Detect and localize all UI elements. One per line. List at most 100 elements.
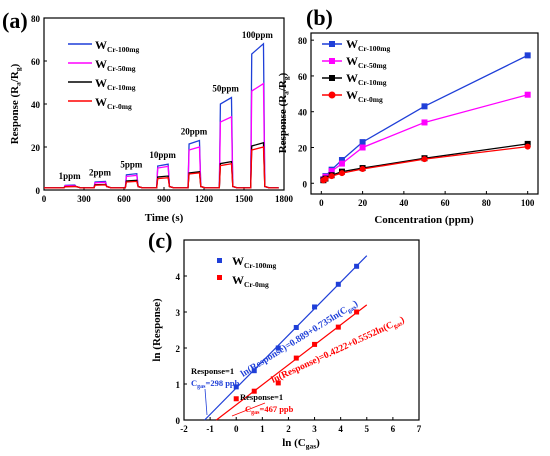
legend-c-marker-0 bbox=[217, 258, 222, 263]
panel-c-ytick-label-2: 2 bbox=[176, 344, 181, 354]
panel-b-point-Cr-0mg-6 bbox=[524, 143, 531, 150]
panel-a-ytick-label-4: 80 bbox=[31, 14, 41, 24]
panel-c-xtick-label-9: 7 bbox=[417, 424, 422, 434]
panel-a-xtick-label-6: 1800 bbox=[275, 194, 294, 204]
panel-c-xlabel: ln (Cgas) bbox=[282, 437, 320, 451]
legend-a-text-1: WCr-50mg bbox=[95, 57, 136, 73]
panel-c-xtick-label-2: 0 bbox=[234, 424, 239, 434]
panel-a-conc-label-4: 20ppm bbox=[181, 127, 208, 137]
panel-b-point-Cr-100mg-5 bbox=[421, 103, 428, 110]
legend-b-marker-1 bbox=[329, 58, 335, 64]
panel-a-concentration-labels: 1ppm 2ppm 5ppm 10ppm 20ppm 50ppm 100ppm bbox=[59, 30, 274, 181]
panel-a-label: (a) bbox=[2, 8, 28, 33]
panel-c-fit-Cr-100mg bbox=[204, 255, 368, 421]
panel-c-xtick-label-7: 5 bbox=[365, 424, 370, 434]
panel-c-point-Cr-100mg-1 bbox=[251, 368, 257, 374]
panel-c-label: (c) bbox=[148, 228, 172, 253]
panel-a-xtick-label-2: 600 bbox=[117, 194, 131, 204]
panel-c-point-Cr-100mg-6 bbox=[354, 263, 360, 269]
panel-b-ytick-label-1: 20 bbox=[298, 143, 308, 153]
panel-c-xtick-label-8: 6 bbox=[391, 424, 396, 434]
panel-c-arrow-0mg bbox=[231, 402, 266, 417]
panel-c-note-0mg-line1: Response=1 bbox=[240, 392, 283, 402]
panel-b-point-Cr-50mg-3 bbox=[338, 160, 345, 167]
panel-a-conc-label-3: 10ppm bbox=[149, 150, 176, 160]
panel-c-point-Cr-0mg-6 bbox=[354, 309, 360, 315]
panel-b-point-Cr-100mg-4 bbox=[359, 139, 366, 146]
panel-c-note-0mg-line2: Cgas=467 ppb bbox=[245, 404, 294, 416]
panel-c-xtick-label-1: -1 bbox=[206, 424, 214, 434]
legend-b-marker-3 bbox=[328, 91, 336, 99]
panel-b-series bbox=[320, 52, 531, 184]
panel-b-point-Cr-0mg-3 bbox=[338, 170, 345, 177]
panel-c-series bbox=[233, 263, 360, 402]
panel-b-point-Cr-50mg-4 bbox=[359, 144, 366, 151]
panel-b-ytick-label-3: 60 bbox=[298, 72, 308, 82]
legend-a-text-0: WCr-100mg bbox=[95, 38, 139, 54]
panel-a-conc-label-2: 5ppm bbox=[120, 160, 143, 170]
legend-b-marker-0 bbox=[329, 41, 335, 47]
legend-c-marker-1 bbox=[217, 275, 222, 280]
panel-b-point-Cr-0mg-1 bbox=[322, 175, 329, 182]
legend-b-text-1: WCr-50mg bbox=[346, 54, 387, 70]
panel-b-xtick-label-2: 40 bbox=[399, 198, 409, 208]
panel-b-point-Cr-100mg-3 bbox=[338, 157, 345, 164]
legend-b-text-2: WCr-10mg bbox=[346, 71, 387, 87]
panel-a-conc-label-6: 100ppm bbox=[242, 30, 274, 40]
panel-b-xtick-label-4: 80 bbox=[482, 198, 492, 208]
panel-a-ytick-label-3: 60 bbox=[31, 57, 41, 67]
panel-b-xtick-label-0: 0 bbox=[319, 198, 324, 208]
panel-c-point-Cr-0mg-0 bbox=[233, 396, 239, 402]
legend-b-marker-2 bbox=[329, 75, 335, 81]
panel-a-trace-Cr-0mg bbox=[44, 146, 279, 189]
panel-a-ticks: 0 300 600 900 1200 1500 1800 0 20 40 60 80 bbox=[31, 14, 294, 204]
panel-b-xtick-label-3: 60 bbox=[441, 198, 451, 208]
legend-a-text-2: WCr-10mg bbox=[95, 76, 136, 92]
panel-b-ytick-label-2: 40 bbox=[298, 108, 308, 118]
panel-b: (b) 0 20 40 60 80 100 0 20 40 60 80 WCr-100mg WCr-… bbox=[277, 5, 539, 226]
panel-a-xtick-label-5: 1500 bbox=[235, 194, 254, 204]
panel-c-point-Cr-0mg-3 bbox=[293, 355, 299, 361]
panel-a-xlabel: Time (s) bbox=[145, 212, 184, 224]
panel-c-xtick-label-5: 3 bbox=[312, 424, 317, 434]
panel-c-ytick-label-0: 0 bbox=[176, 416, 181, 426]
panel-b-xlabel: Concentration (ppm) bbox=[374, 214, 474, 226]
panel-c-xtick-label-6: 4 bbox=[338, 424, 343, 434]
legend-b-text-0: WCr-100mg bbox=[346, 37, 390, 53]
panel-c-point-Cr-100mg-5 bbox=[335, 281, 341, 287]
legend-b-text-3: WCr-0mg bbox=[346, 88, 383, 104]
legend-a-text-3: WCr-0mg bbox=[95, 95, 132, 111]
panel-a-series bbox=[44, 42, 279, 189]
panel-b-point-Cr-100mg-6 bbox=[524, 52, 531, 59]
panel-c-ytick-label-4: 4 bbox=[176, 272, 181, 282]
panel-b-frame bbox=[310, 32, 539, 195]
panel-c-point-Cr-0mg-1 bbox=[251, 388, 257, 394]
panel-c-ticks: -2 -1 0 1 2 3 4 5 6 7 0 1 2 3 4 bbox=[176, 272, 422, 434]
panel-b-ticks: 0 20 40 60 80 100 0 20 40 60 80 bbox=[298, 36, 535, 208]
legend-c-text-1: WCr-0mg bbox=[232, 273, 269, 289]
panel-a-ytick-label-2: 40 bbox=[31, 100, 41, 110]
panel-a-legend: WCr-100mg WCr-50mg WCr-10mg WCr-0mg bbox=[68, 38, 139, 111]
panel-c-point-Cr-100mg-4 bbox=[312, 304, 318, 310]
panel-c-note-100mg-line2: Cgas=298 ppb bbox=[191, 378, 240, 390]
panel-b-legend: WCr-100mg WCr-50mg WCr-10mg WCr-0mg bbox=[322, 37, 390, 104]
panel-c-point-Cr-0mg-2 bbox=[275, 380, 281, 386]
panel-c-xtick-label-3: 1 bbox=[260, 424, 265, 434]
panel-c-ytick-label-1: 1 bbox=[176, 380, 181, 390]
panel-c-legend: WCr-100mg WCr-0mg bbox=[217, 254, 276, 289]
panel-a-ytick-label-0: 0 bbox=[36, 186, 41, 196]
panel-a-xtick-label-0: 0 bbox=[42, 194, 47, 204]
panel-c-point-Cr-0mg-4 bbox=[312, 341, 318, 347]
panel-b-point-Cr-50mg-5 bbox=[421, 119, 428, 126]
panel-b-point-Cr-50mg-6 bbox=[524, 91, 531, 98]
panel-b-xtick-label-5: 100 bbox=[521, 198, 535, 208]
panel-a-xtick-label-4: 1200 bbox=[195, 194, 214, 204]
panel-c-xtick-label-0: -2 bbox=[180, 424, 188, 434]
panel-b-line-Cr-0mg bbox=[323, 145, 528, 181]
panel-a-ylabel: Response (Ra/Rg) bbox=[9, 63, 23, 144]
panel-c-point-Cr-0mg-5 bbox=[335, 324, 341, 330]
panel-b-point-Cr-0mg-4 bbox=[359, 165, 366, 172]
panel-a-conc-label-0: 1ppm bbox=[59, 171, 82, 181]
panel-b-ytick-label-0: 0 bbox=[303, 179, 308, 189]
panel-b-ylabel: Response (Ra/Rg) bbox=[277, 72, 291, 153]
